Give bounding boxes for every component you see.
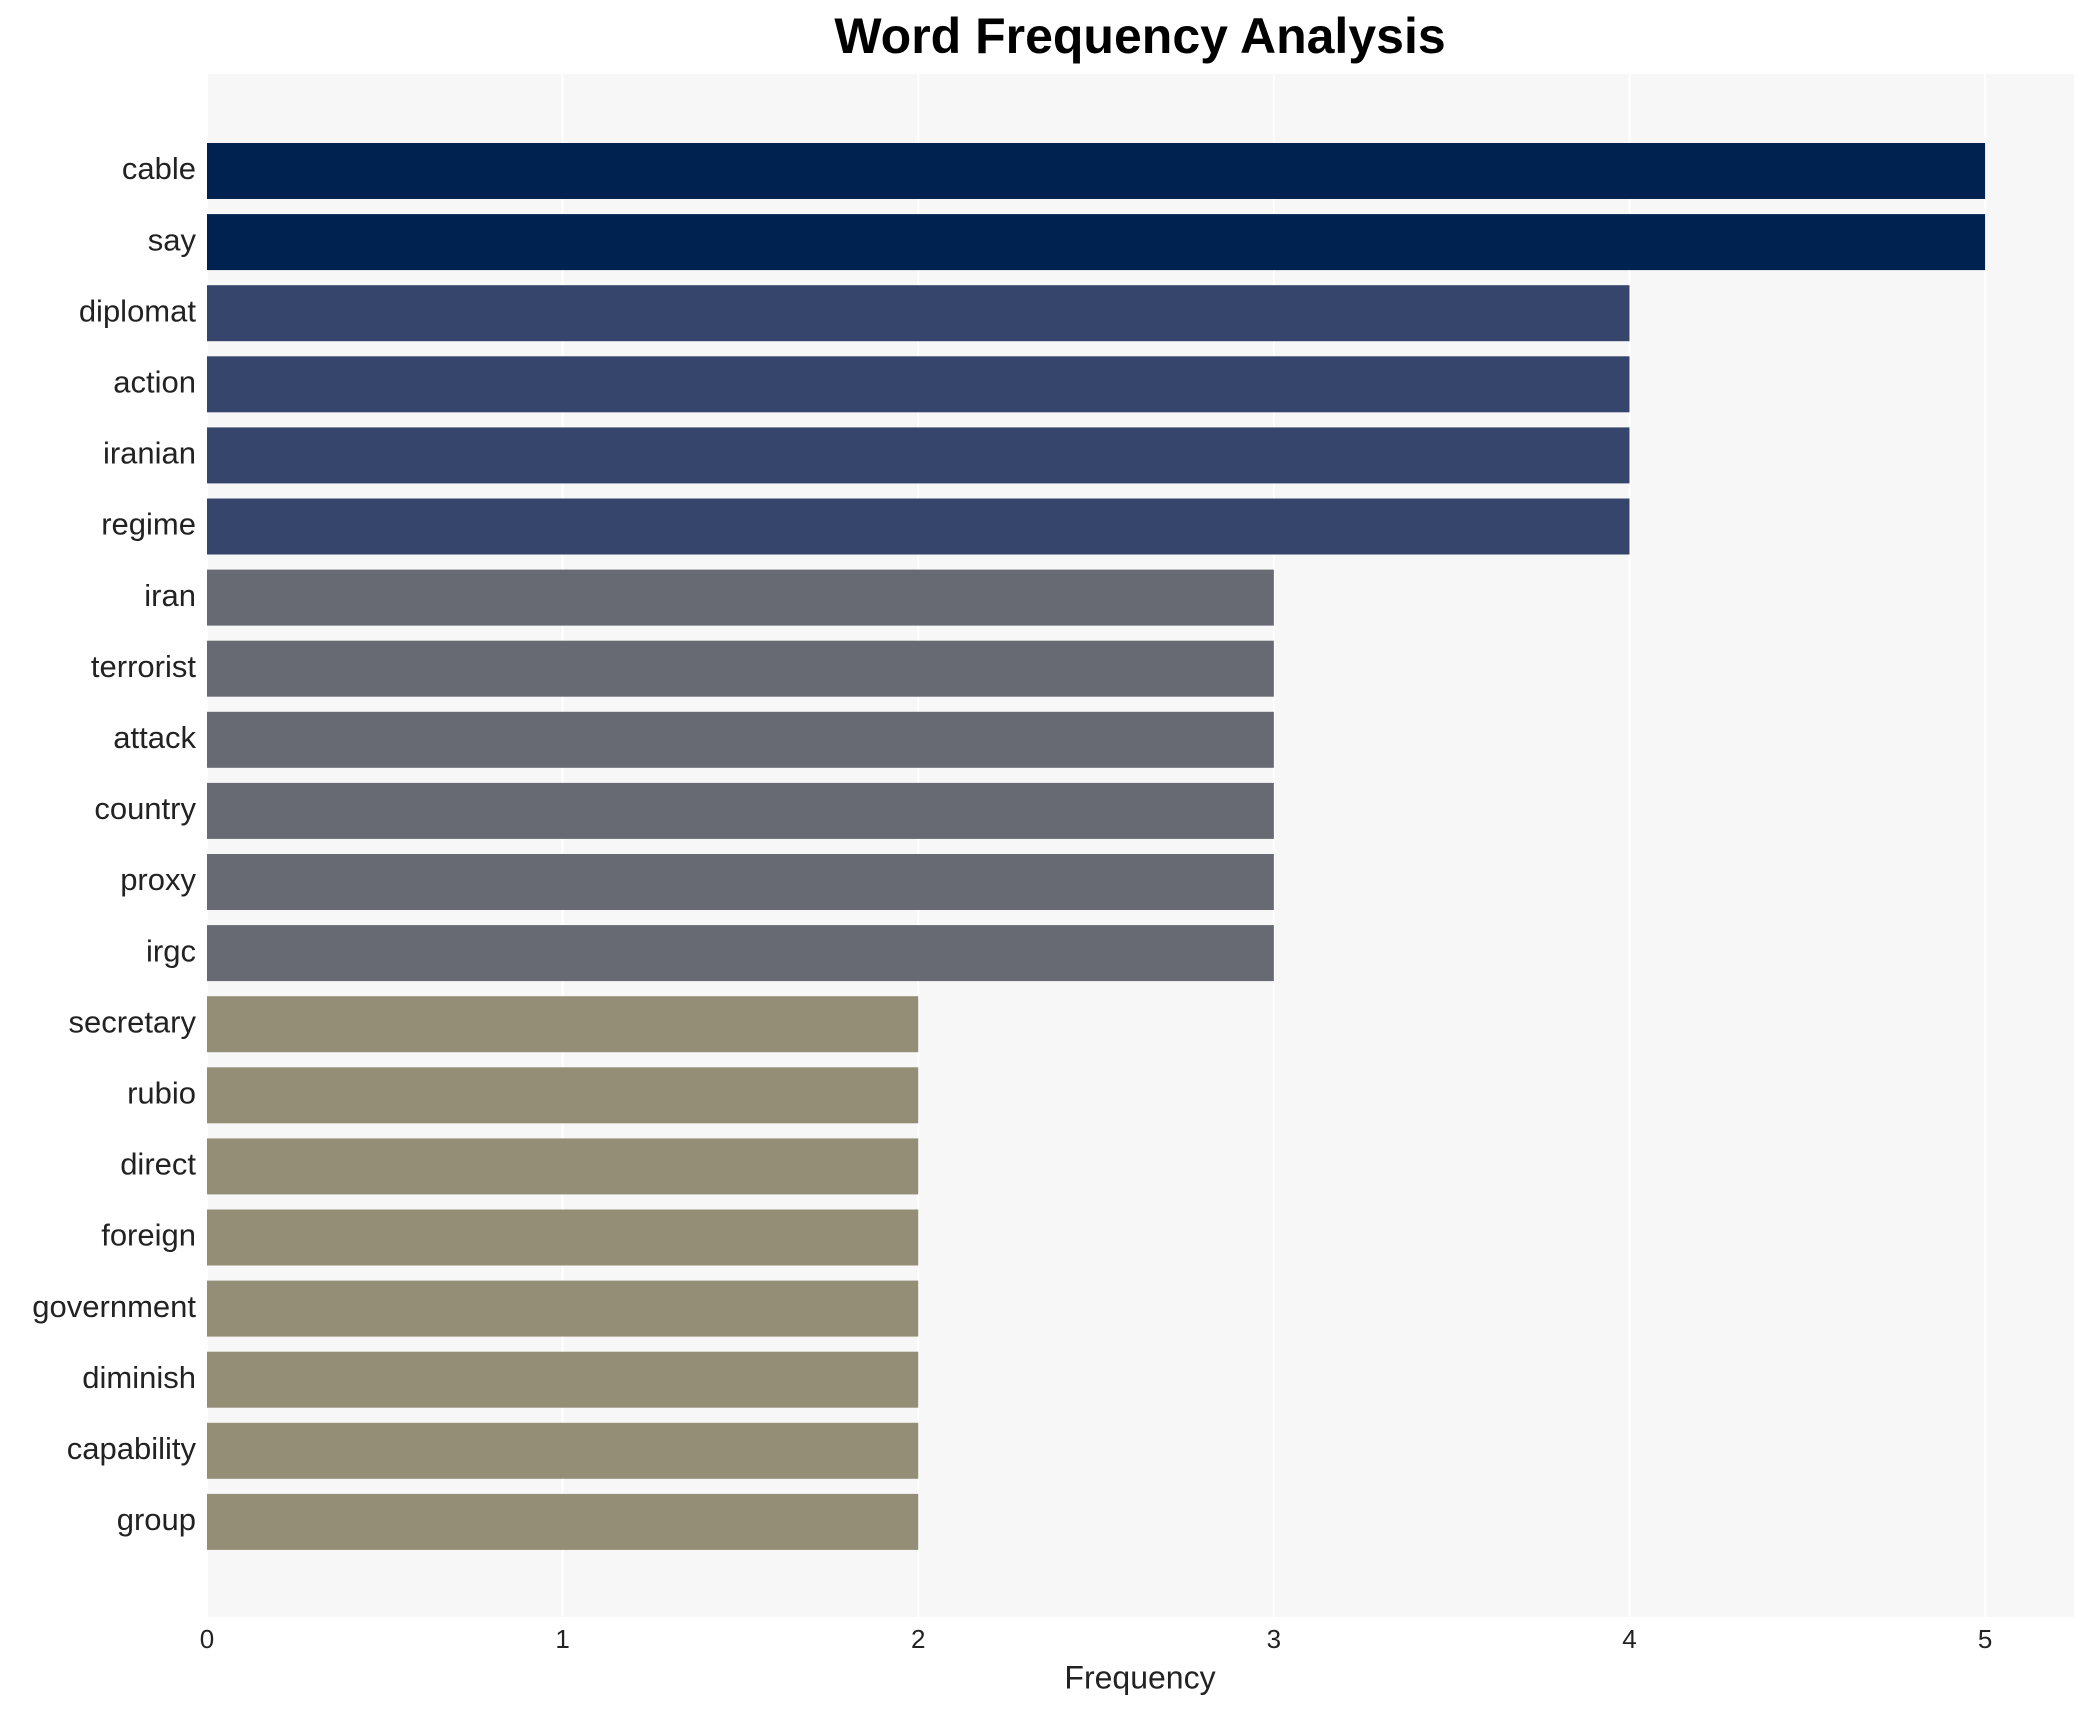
bar [207,1138,919,1195]
y-tick-label: direct [120,1147,196,1182]
x-tick-label: 1 [555,1624,569,1654]
bar [207,782,1274,839]
y-tick-label: proxy [120,862,196,897]
bar [207,214,1986,271]
bar [207,925,1274,982]
bar [207,996,919,1053]
y-tick-label: regime [101,507,196,542]
bar [207,1280,919,1337]
y-tick-label: country [94,791,196,826]
bar [207,854,1274,910]
x-tick-label: 0 [200,1624,214,1654]
bar [207,285,1630,342]
y-tick-label: rubio [127,1075,196,1110]
y-tick-label: say [148,222,197,257]
bar [207,427,1630,484]
y-tick-label: government [32,1289,196,1324]
bar [207,640,1274,697]
bar [207,569,1274,626]
y-tick-label: terrorist [91,649,196,684]
bar [207,1351,919,1408]
y-tick-label: iranian [103,436,196,471]
y-tick-label: capability [67,1431,197,1466]
y-tick-label: group [117,1502,196,1537]
y-tick-label: attack [113,720,196,755]
y-tick-label: foreign [101,1218,196,1253]
x-tick-label: 4 [1622,1624,1636,1654]
bar [207,1067,919,1124]
y-tick-label: diplomat [79,293,197,328]
bar [207,1209,919,1266]
x-tick-label: 5 [1978,1624,1992,1654]
y-tick-label: iran [144,578,196,613]
bar [207,1493,919,1550]
bar [207,1422,919,1479]
bar [207,498,1630,555]
bar [207,711,1274,768]
y-tick-label: action [113,364,196,399]
y-tick-label: irgc [146,933,196,968]
bar [207,143,1986,199]
y-tick-label: cable [122,151,196,186]
x-tick-label: 2 [911,1624,925,1654]
x-axis-title: Frequency [1064,1659,1215,1695]
y-tick-label: diminish [82,1360,196,1395]
x-tick-label: 3 [1267,1624,1281,1654]
chart-title: Word Frequency Analysis [834,8,1445,64]
bar [207,356,1630,413]
y-tick-label: secretary [69,1004,197,1039]
